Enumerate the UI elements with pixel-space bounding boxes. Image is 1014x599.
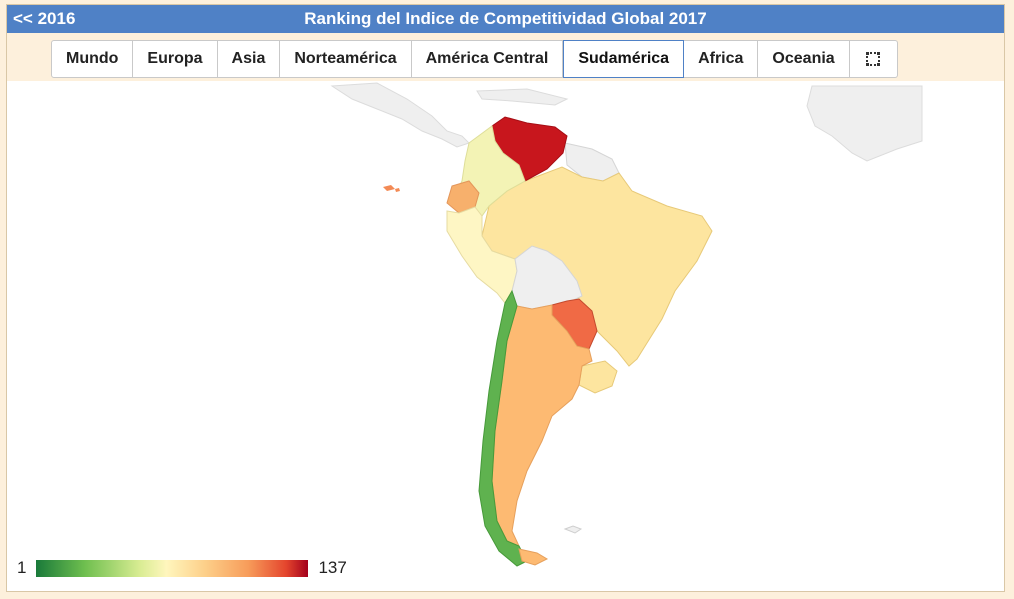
color-gradient-bar (36, 559, 309, 577)
color-scale-legend: 1 137 (17, 558, 347, 578)
caribbean-islands-shape (476, 88, 569, 106)
previous-year-link[interactable]: << 2016 (13, 9, 76, 28)
tab-oceania[interactable]: Oceania (758, 40, 850, 78)
tab-africa[interactable]: Africa (684, 40, 759, 78)
region-tabs: Mundo Europa Asia Norteamérica América C… (51, 40, 898, 78)
falklands-shape (563, 525, 583, 534)
chile-shape[interactable] (478, 289, 528, 567)
central-america-shape (330, 82, 470, 148)
south-america-map (330, 82, 923, 567)
tab-america-central[interactable]: América Central (411, 40, 564, 78)
legend-min-label: 1 (17, 558, 27, 577)
uruguay-shape[interactable] (578, 360, 618, 394)
tab-sudamerica[interactable]: Sudamérica (563, 40, 685, 78)
fullscreen-button[interactable] (849, 40, 898, 78)
tierra-del-fuego-shape (518, 548, 549, 566)
tab-mundo[interactable]: Mundo (51, 40, 134, 78)
tab-europa[interactable]: Europa (133, 40, 218, 78)
tab-norteamerica[interactable]: Norteamérica (280, 40, 412, 78)
title-bar: Ranking del Indice de Competitividad Glo… (7, 5, 1004, 33)
tab-asia[interactable]: Asia (217, 40, 281, 78)
region-tabs-bar: Mundo Europa Asia Norteamérica América C… (7, 33, 1004, 81)
expand-icon (866, 52, 881, 66)
africa-fragment-shape (806, 85, 923, 162)
galapagos-shape (383, 185, 400, 192)
legend-max-label: 137 (318, 558, 347, 577)
page-title: Ranking del Indice de Competitividad Glo… (304, 9, 707, 28)
app-frame: Ranking del Indice de Competitividad Glo… (6, 4, 1005, 592)
